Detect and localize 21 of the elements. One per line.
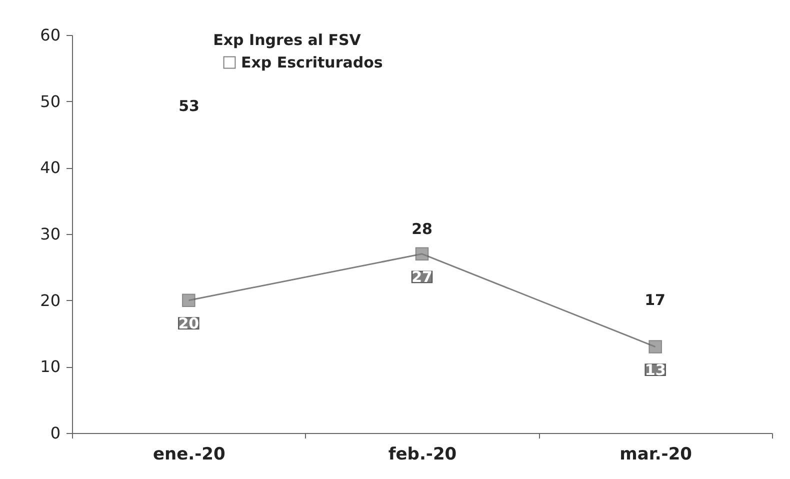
annotation: 53: [178, 97, 200, 115]
y-tick-label: 50: [40, 92, 60, 111]
point: [415, 247, 429, 261]
y-tick-label: 20: [40, 290, 60, 310]
x-tick-label: mar.-20: [620, 444, 692, 464]
annotation: 17: [644, 291, 666, 309]
data-label: 20: [178, 314, 200, 332]
y-tick-label: 0: [50, 424, 60, 442]
x-tick-label: ene.-20: [152, 444, 226, 464]
y-tick-label: 60: [40, 26, 60, 44]
y-tick-label: 10: [40, 357, 60, 376]
data-label: 13: [644, 360, 666, 379]
point: [182, 294, 196, 307]
annotation: 28: [412, 220, 432, 238]
y-tick-label: 30: [40, 224, 60, 244]
y-tick-label: 40: [40, 158, 60, 178]
annotation: Exp Ingres al FSV: [213, 31, 362, 49]
x-tick-label: feb.-20: [388, 444, 457, 464]
point: [648, 340, 662, 354]
legend-label: Exp Escriturados: [241, 54, 383, 72]
data-label: 27: [412, 268, 432, 286]
